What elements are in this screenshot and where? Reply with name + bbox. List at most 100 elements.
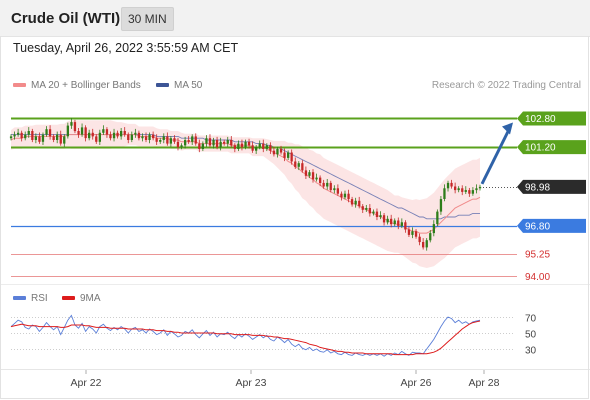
candle-body [297,163,300,167]
candle-body [450,182,453,187]
candle-body [34,136,37,140]
candle-body [429,233,432,241]
x-tick-label: Apr 26 [401,377,432,389]
candle-body [276,148,279,155]
candle-body [279,148,283,153]
legend-9ma: 9MA [62,293,101,304]
candle-body [208,138,212,146]
candle-body [215,140,219,148]
candles [9,118,482,251]
candle-body [287,152,290,158]
candle-body [418,236,421,243]
candle-body [464,190,467,192]
candle-body [212,140,215,146]
candle-body [354,200,357,205]
candle-body [173,138,176,142]
candle-body [269,145,272,151]
candle-body [414,231,418,237]
candle-body [95,136,98,142]
candle-body [407,229,411,235]
candle-body [244,141,247,148]
candle-body [134,132,137,135]
legend-rsi-label: RSI [31,293,48,304]
candle-body [59,134,62,144]
timeframe-button[interactable]: 30 MIN [121,7,174,31]
candle-body [382,215,386,223]
candle-body [343,193,347,198]
candle-body [301,163,304,171]
level-label-102.80: 102.80 [525,114,556,125]
candle-body [24,134,27,139]
candle-body [478,186,482,189]
candle-body [329,182,332,191]
candle-body [70,122,73,126]
candle-body [333,188,336,191]
candle-body [461,188,464,192]
candle-body [116,132,119,137]
candle-body [361,206,364,210]
candle-body [13,134,16,137]
ma9-swatch [62,296,75,301]
level-label-101.20-bg [517,140,586,155]
candle-body [102,129,105,133]
candle-body [247,141,251,146]
candle-body [365,208,368,210]
candle-body [20,132,23,139]
candle-body [109,134,112,139]
level-label-98.98: 98.98 [525,182,550,193]
candle-body [294,161,297,167]
legend-ma20: MA 20 + Bollinger Bands [13,80,141,91]
instrument-title: Crude Oil (WTI) [11,10,121,27]
candle-body [393,220,396,225]
candle-body [223,141,226,144]
candle-body [457,188,460,191]
candle-body [105,129,109,135]
candle-body [443,188,446,199]
candle-body [379,215,382,217]
projection-arrow [480,128,511,185]
candle-body [265,145,268,149]
candle-body [141,136,144,139]
candle-body [169,138,172,144]
legend-9ma-label: 9MA [80,293,101,304]
rsi-tick-50: 50 [525,330,537,341]
candle-body [240,143,244,148]
candle-body [390,218,393,225]
candle-body [84,127,87,139]
candle-body [272,150,276,155]
candle-body [88,132,91,139]
candle-body [404,222,407,230]
candle-body [27,131,30,135]
candle-body [155,138,158,142]
candle-body [187,140,190,142]
candle-body [436,211,439,225]
candle-body [52,136,55,140]
rsi-line [10,314,481,357]
legend-ma20-label: MA 20 + Bollinger Bands [31,80,141,91]
candle-body [336,188,339,194]
candle-body [311,172,315,180]
candle-body [63,136,66,144]
candle-body [468,190,471,194]
candle-body [326,182,329,187]
candle-body [358,200,361,207]
candle-body [112,132,116,139]
candle-body [137,132,141,139]
candle-body [219,141,222,148]
candle-body [201,143,204,149]
level-label-98.98-bg [517,179,586,194]
candle-body [73,122,77,132]
x-tick-label: Apr 22 [71,377,102,389]
candle-body [368,208,371,214]
candle-body [162,136,165,140]
rsi-ma-line [10,320,481,356]
credit-text: Research © 2022 Trading Central [431,80,581,91]
candle-body [123,131,126,135]
candle-body [38,136,41,142]
candle-body [422,242,425,248]
candle-body [350,199,354,205]
candle-body [322,182,325,187]
chart-datetime: Tuesday, April 26, 2022 3:55:59 AM CET [13,41,239,55]
candle-body [471,190,474,194]
